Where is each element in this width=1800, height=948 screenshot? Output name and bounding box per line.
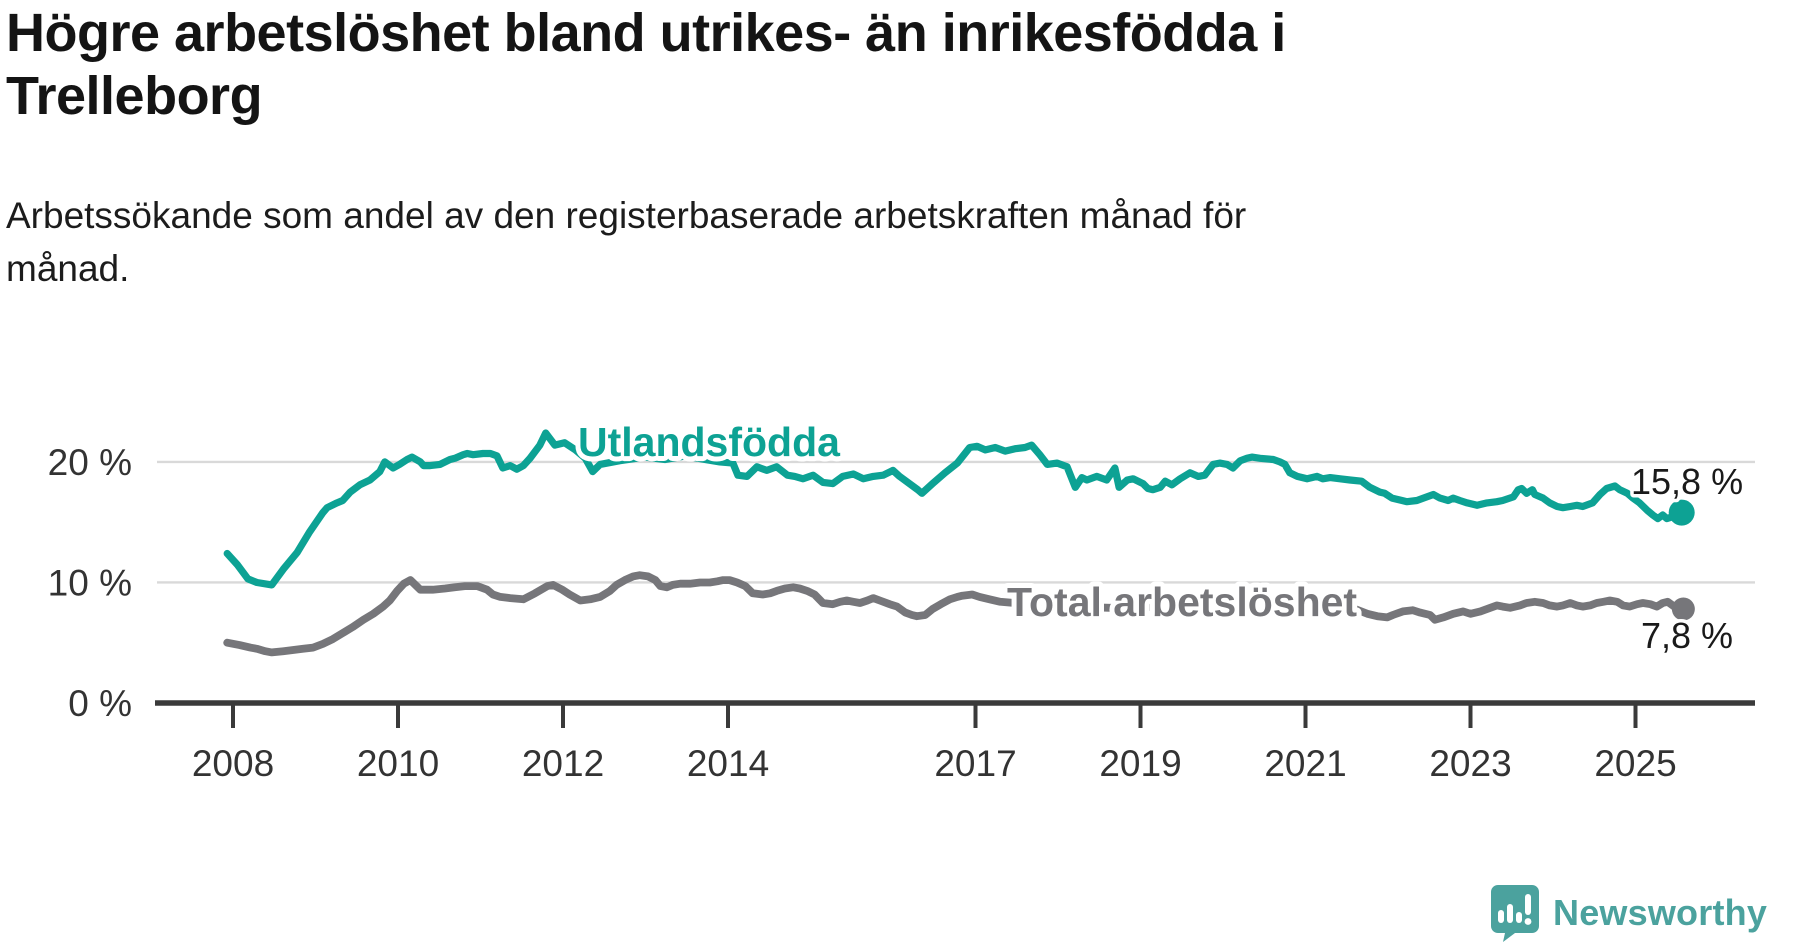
subtitle-line-1: Arbetssökande som andel av den registerb… bbox=[6, 195, 1247, 236]
title-line-2: Trelleborg bbox=[6, 66, 263, 127]
newsworthy-logo-text: Newsworthy bbox=[1553, 892, 1768, 933]
x-tick-label-2025: 2025 bbox=[1594, 743, 1676, 784]
x-tick-label-2019: 2019 bbox=[1099, 743, 1181, 784]
x-tick-label-2021: 2021 bbox=[1264, 743, 1346, 784]
title-line-1: Högre arbetslöshet bland utrikes- än inr… bbox=[6, 3, 1286, 63]
series-line-total bbox=[223, 571, 1688, 657]
x-tick-label-2014: 2014 bbox=[687, 743, 769, 784]
end-dot-total bbox=[1671, 597, 1695, 621]
series-label-utlandsfodda: Utlandsfödda bbox=[578, 419, 841, 465]
x-tick-label-2017: 2017 bbox=[934, 743, 1016, 784]
x-tick-label-2012: 2012 bbox=[522, 743, 604, 784]
subtitle-line-2: månad. bbox=[6, 247, 130, 289]
series-label-total-arbetsloshet: Total arbetslöshet bbox=[1007, 579, 1357, 625]
newsworthy-bar-chart-bubble-icon bbox=[1491, 885, 1539, 942]
y-tick-label-20: 20 % bbox=[48, 442, 132, 483]
series-line-utlandsfodda bbox=[223, 429, 1686, 589]
newsworthy-logo: Newsworthy bbox=[1488, 884, 1767, 942]
end-value-label-total: 7,8 % bbox=[1641, 615, 1733, 656]
end-value-label-utlandsfodda: 15,8 % bbox=[1631, 461, 1743, 502]
y-tick-label-0: 0 % bbox=[68, 683, 132, 724]
y-tick-label-10: 10 % bbox=[48, 562, 132, 603]
end-dot-utlandsfodda bbox=[1668, 499, 1695, 526]
chart-subtitle: Arbetssökande som andel av den registerb… bbox=[6, 190, 1706, 295]
x-tick-label-2008: 2008 bbox=[192, 743, 274, 784]
page-title: Högre arbetslöshet bland utrikes- än inr… bbox=[6, 2, 1766, 128]
x-tick-label-2023: 2023 bbox=[1429, 743, 1511, 784]
x-tick-label-2010: 2010 bbox=[357, 743, 439, 784]
